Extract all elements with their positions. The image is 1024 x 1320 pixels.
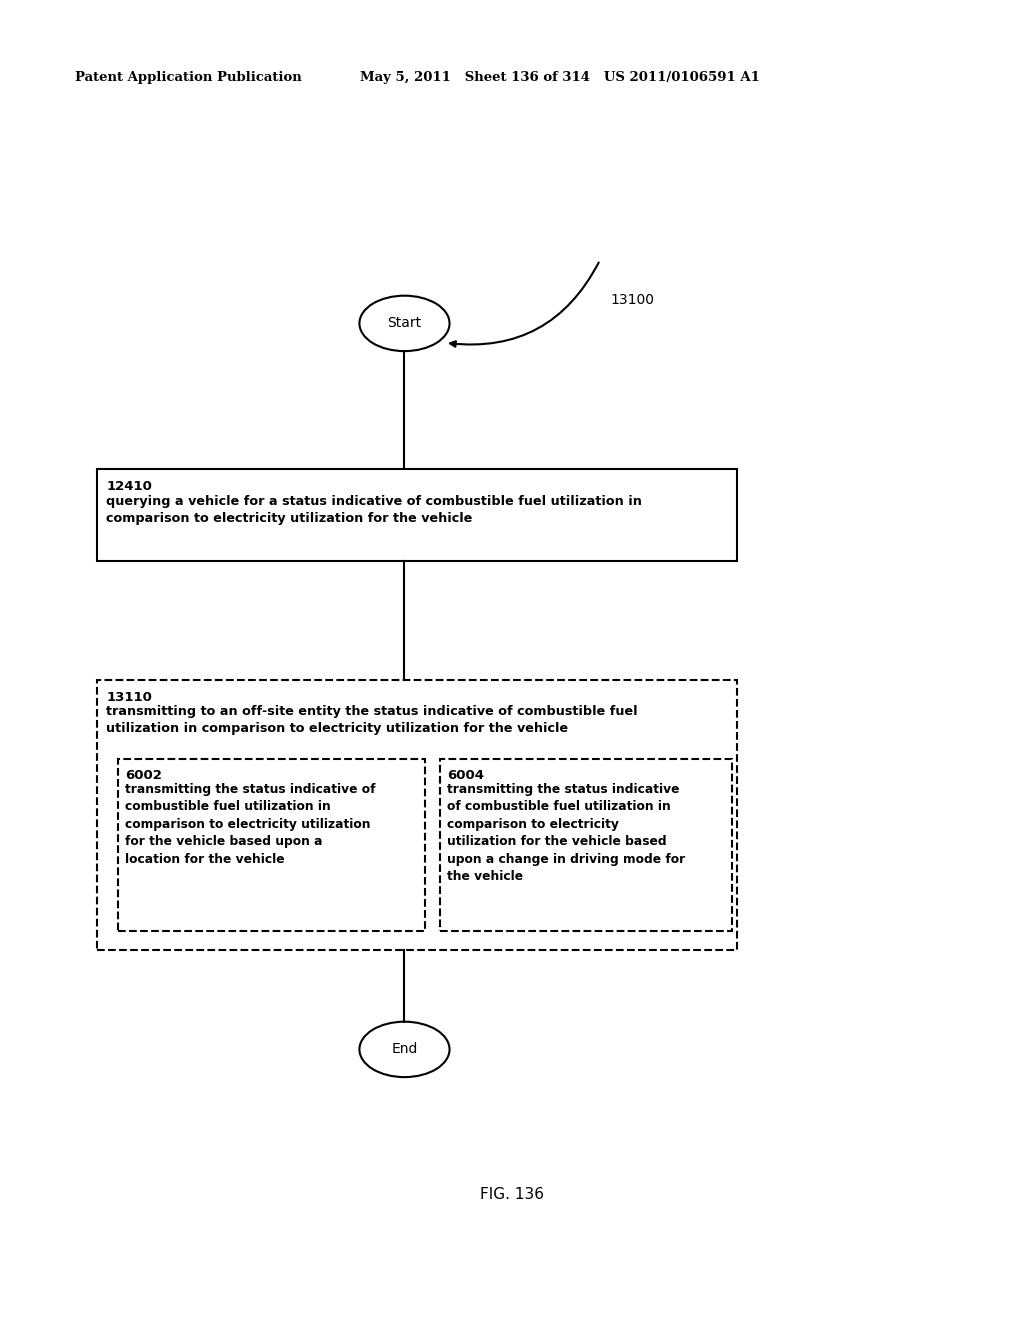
Text: May 5, 2011   Sheet 136 of 314   US 2011/0106591 A1: May 5, 2011 Sheet 136 of 314 US 2011/010… bbox=[360, 71, 760, 84]
Text: Start: Start bbox=[387, 317, 422, 330]
Bar bbox=[118, 759, 425, 931]
Text: transmitting the status indicative of
combustible fuel utilization in
comparison: transmitting the status indicative of co… bbox=[125, 783, 375, 866]
Text: querying a vehicle for a status indicative of combustible fuel utilization in
co: querying a vehicle for a status indicati… bbox=[106, 495, 642, 525]
Text: 13100: 13100 bbox=[610, 293, 654, 308]
Text: transmitting the status indicative
of combustible fuel utilization in
comparison: transmitting the status indicative of co… bbox=[447, 783, 686, 883]
Bar bbox=[97, 680, 737, 950]
Bar bbox=[97, 469, 737, 561]
Text: 12410: 12410 bbox=[106, 479, 153, 492]
Text: 13110: 13110 bbox=[106, 690, 153, 704]
Text: Patent Application Publication: Patent Application Publication bbox=[75, 71, 302, 84]
Text: FIG. 136: FIG. 136 bbox=[480, 1187, 544, 1203]
Text: 6004: 6004 bbox=[447, 770, 484, 781]
Text: End: End bbox=[391, 1043, 418, 1056]
Text: transmitting to an off-site entity the status indicative of combustible fuel
uti: transmitting to an off-site entity the s… bbox=[106, 705, 638, 735]
Bar bbox=[440, 759, 732, 931]
Text: 6002: 6002 bbox=[125, 770, 162, 781]
